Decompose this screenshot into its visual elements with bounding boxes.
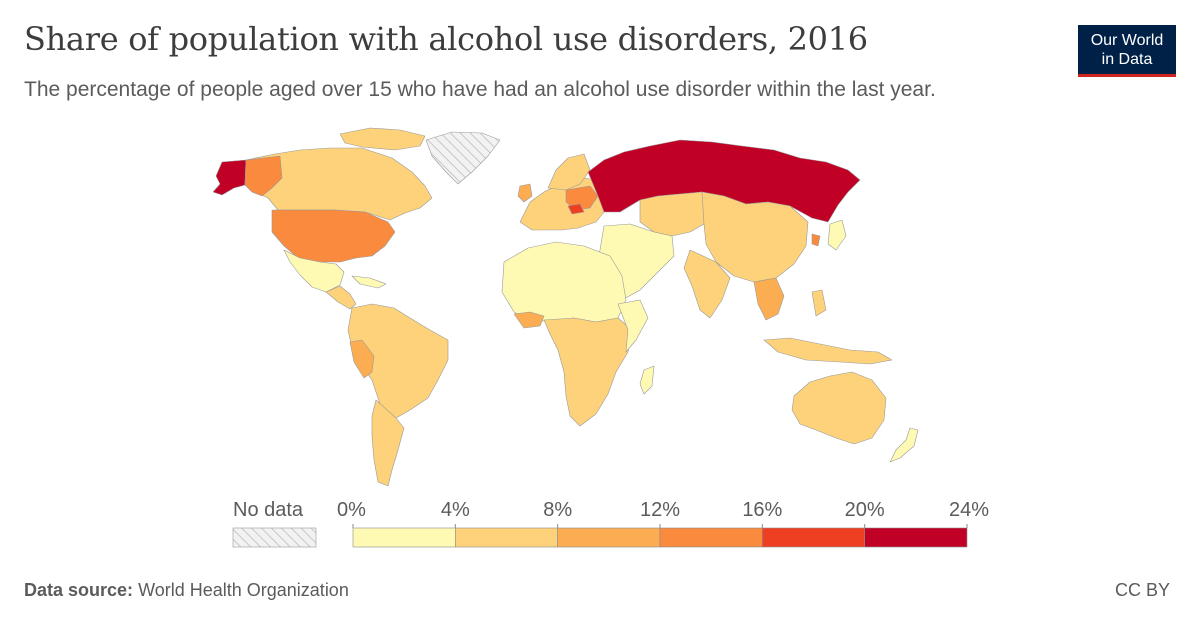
region-canada-arctic[interactable] [339,127,426,151]
data-source-value[interactable]: World Health Organization [138,580,349,600]
legend-no-data-label: No data [233,499,304,521]
region-greenland[interactable] [425,131,501,185]
data-source-label: Data source: [24,580,134,600]
region-east-asia[interactable] [701,191,809,283]
region-eastern-europe[interactable] [565,185,599,211]
chart-subtitle: The percentage of people aged over 15 wh… [24,78,936,101]
license[interactable]: CC BY [1114,580,1170,600]
region-east-africa[interactable] [617,299,649,353]
region-usa[interactable] [271,209,396,263]
region-new-zealand[interactable] [889,427,919,463]
legend-bin-3[interactable] [659,527,763,548]
region-hungary[interactable] [567,203,585,215]
region-uk[interactable] [517,183,533,203]
legend-bin-2[interactable] [557,527,661,548]
logo-line-1: Our World [1090,32,1164,49]
region-japan[interactable] [827,219,847,251]
legend-tick-label-3: 12% [640,499,680,521]
legend: No data 0% 4% 8% 12% 16% 20% 24% [232,499,989,548]
region-alaska[interactable] [212,159,247,196]
logo-line-2: in Data [1101,51,1153,68]
region-canada[interactable] [244,147,433,221]
data-source: Data source: World Health Organization [24,580,349,601]
region-philippines[interactable] [811,289,827,317]
region-indonesia[interactable] [763,337,893,365]
legend-tick-label-2: 8% [543,499,572,521]
legend-bin-5[interactable] [864,527,968,548]
region-caribbean[interactable] [351,275,387,289]
region-sub-saharan-africa[interactable] [543,317,633,427]
region-southern-cone[interactable] [371,399,405,487]
legend-tick-label-6: 24% [949,499,989,521]
region-scandinavia[interactable] [547,153,591,191]
legend-tick-label-0: 0% [337,499,366,521]
legend-no-data-swatch [232,527,317,548]
region-madagascar[interactable] [639,365,655,395]
region-central-asia[interactable] [639,191,713,237]
region-west-africa[interactable] [513,311,545,329]
legend-tick-label-1: 4% [441,499,470,521]
legend-tick-label-5: 20% [845,499,885,521]
region-canada-west[interactable] [244,155,283,197]
region-india[interactable] [683,249,731,319]
region-mexico[interactable] [283,249,345,293]
legend-tick-label-4: 16% [742,499,782,521]
region-south-korea[interactable] [811,233,821,247]
legend-bin-0[interactable] [352,527,456,548]
chart-title: Share of population with alcohol use dis… [24,20,868,58]
region-central-america[interactable] [325,285,357,310]
legend-bin-1[interactable] [455,527,558,548]
region-peru[interactable] [349,339,375,379]
owid-logo[interactable]: Our World in Data [1078,25,1176,77]
legend-bin-4[interactable] [762,527,865,548]
region-southeast-asia[interactable] [753,277,785,321]
region-australia[interactable] [791,371,887,445]
